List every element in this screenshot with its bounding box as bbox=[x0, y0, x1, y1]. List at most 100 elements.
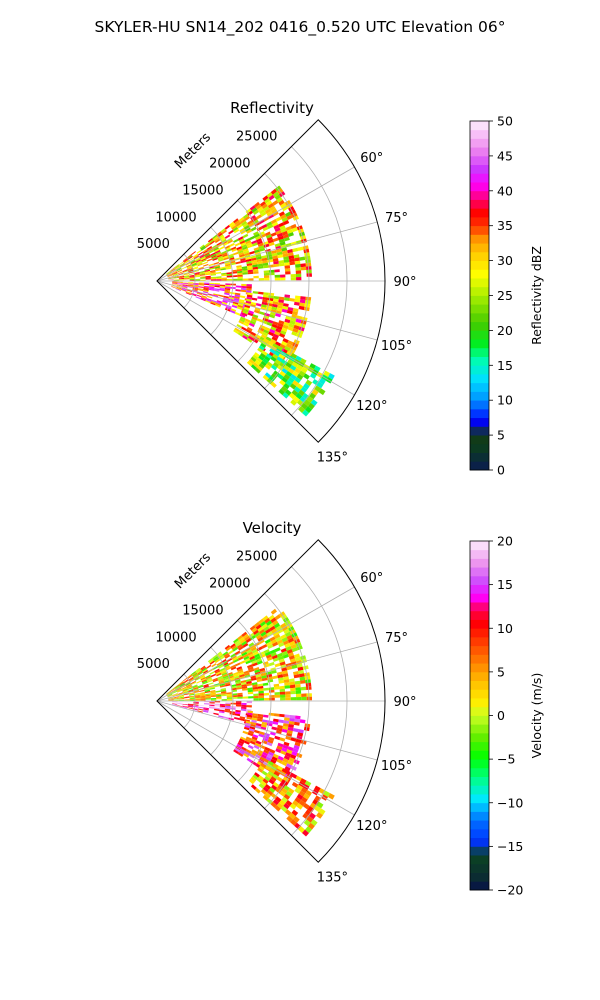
velocity-echo-cell bbox=[210, 690, 216, 693]
reflectivity-echo-cell bbox=[273, 370, 280, 377]
velocity-echo-cell bbox=[254, 621, 260, 628]
velocity-echo-cell bbox=[232, 646, 239, 652]
reflectivity-echo-cell bbox=[214, 285, 220, 288]
reflectivity-radial-gridline bbox=[156, 280, 378, 341]
velocity-echo-cell bbox=[284, 717, 290, 721]
reflectivity-echo-cell bbox=[246, 326, 253, 332]
velocity-echo-cell bbox=[233, 638, 239, 644]
velocity-echo-cell bbox=[290, 687, 296, 692]
reflectivity-colorbar-segment bbox=[470, 129, 489, 139]
velocity-echo-cell bbox=[224, 682, 231, 685]
velocity-echo-cell bbox=[243, 753, 250, 758]
velocity-echo-cell bbox=[276, 727, 283, 732]
reflectivity-echo-cell bbox=[204, 282, 210, 284]
velocity-echo-cell bbox=[279, 713, 285, 718]
reflectivity-echo-cell bbox=[215, 267, 221, 270]
reflectivity-echo-cell bbox=[285, 380, 293, 387]
velocity-echo-cell bbox=[191, 671, 196, 676]
reflectivity-echo-cell bbox=[303, 383, 310, 390]
velocity-echo-cell bbox=[267, 760, 274, 766]
velocity-echo-cell bbox=[178, 698, 185, 700]
reflectivity-echo-cell bbox=[248, 222, 255, 228]
reflectivity-echo-cell bbox=[172, 271, 178, 275]
reflectivity-echo-cell bbox=[243, 322, 249, 327]
velocity-echo-cell bbox=[283, 676, 289, 680]
reflectivity-echo-cell bbox=[270, 309, 277, 314]
reflectivity-echo-cell bbox=[272, 237, 279, 242]
reflectivity-echo-cell bbox=[210, 271, 216, 274]
reflectivity-echo-cell bbox=[237, 270, 243, 274]
velocity-echo-cell bbox=[279, 688, 286, 692]
velocity-echo-cell bbox=[214, 707, 220, 710]
reflectivity-echo-cell bbox=[240, 258, 246, 262]
velocity-echo-cell bbox=[277, 655, 284, 661]
velocity-echo-cell bbox=[246, 701, 252, 704]
velocity-echo-cell bbox=[167, 693, 172, 696]
reflectivity-echo-cell bbox=[188, 269, 194, 272]
reflectivity-echo-cell bbox=[205, 254, 211, 259]
velocity-echo-cell bbox=[242, 688, 248, 691]
reflectivity-echo-cell bbox=[270, 338, 277, 344]
velocity-echo-cell bbox=[257, 636, 264, 642]
velocity-echo-cell bbox=[216, 697, 222, 700]
velocity-echo-cell bbox=[187, 705, 194, 707]
velocity-echo-cell bbox=[251, 717, 258, 721]
velocity-echo-cell bbox=[263, 663, 270, 668]
reflectivity-echo-cell bbox=[265, 234, 272, 239]
reflectivity-echo-cell bbox=[231, 271, 238, 274]
velocity-echo-cell bbox=[271, 726, 278, 731]
velocity-echo-cell bbox=[261, 677, 268, 682]
velocity-echo-cell bbox=[203, 685, 209, 688]
reflectivity-echo-cell bbox=[173, 277, 179, 279]
velocity-echo-cell bbox=[281, 637, 288, 643]
velocity-echo-cell bbox=[188, 692, 195, 695]
reflectivity-echo-cell bbox=[178, 261, 184, 266]
velocity-echo-cell bbox=[282, 758, 289, 764]
velocity-echo-cell bbox=[259, 731, 265, 736]
reflectivity-colorbar-segment bbox=[470, 330, 489, 340]
velocity-echo-cell bbox=[235, 679, 241, 683]
reflectivity-echo-cell bbox=[219, 286, 226, 288]
velocity-echo-cell bbox=[216, 696, 222, 698]
velocity-echo-cell bbox=[233, 658, 239, 663]
reflectivity-echo-cell bbox=[186, 264, 192, 268]
reflectivity-echo-cell bbox=[239, 299, 245, 303]
reflectivity-echo-cell bbox=[264, 231, 271, 237]
reflectivity-echo-cell bbox=[272, 303, 278, 308]
velocity-echo-cell bbox=[270, 758, 277, 764]
reflectivity-echo-cell bbox=[216, 241, 222, 246]
reflectivity-echo-cell bbox=[186, 265, 193, 269]
reflectivity-echo-cell bbox=[238, 320, 245, 325]
reflectivity-echo-cell bbox=[189, 277, 195, 279]
reflectivity-echo-cell bbox=[209, 266, 215, 269]
reflectivity-echo-cell bbox=[263, 216, 270, 222]
reflectivity-echo-cell bbox=[268, 213, 275, 219]
reflectivity-echo-cell bbox=[263, 265, 269, 269]
velocity-echo-cell bbox=[256, 658, 262, 663]
velocity-echo-cell bbox=[226, 657, 233, 663]
velocity-echo-cell bbox=[257, 749, 264, 755]
reflectivity-echo-cell bbox=[280, 214, 287, 220]
reflectivity-echo-cell bbox=[240, 229, 247, 235]
reflectivity-colorbar-tick-label: 40 bbox=[497, 183, 513, 198]
velocity-echo-cell bbox=[249, 625, 256, 631]
velocity-echo-cell bbox=[274, 694, 281, 698]
reflectivity-echo-cell bbox=[258, 291, 264, 295]
reflectivity-echo-cell bbox=[237, 276, 243, 279]
reflectivity-echo-cell bbox=[225, 265, 231, 268]
velocity-echo-cell bbox=[251, 627, 258, 633]
velocity-echo-cell bbox=[310, 819, 318, 827]
reflectivity-echo-cell bbox=[306, 396, 314, 403]
reflectivity-echo-cell bbox=[182, 285, 188, 287]
velocity-echo-cell bbox=[291, 647, 298, 653]
reflectivity-echo-cell bbox=[220, 268, 226, 271]
reflectivity-echo-cell bbox=[246, 360, 253, 367]
velocity-echo-cell bbox=[289, 681, 296, 686]
reflectivity-echo-cell bbox=[205, 255, 212, 260]
reflectivity-echo-cell bbox=[282, 253, 289, 258]
velocity-echo-cell bbox=[186, 683, 192, 687]
reflectivity-echo-cell bbox=[273, 298, 279, 303]
reflectivity-echo-cell bbox=[179, 279, 185, 281]
velocity-echo-cell bbox=[193, 687, 199, 690]
